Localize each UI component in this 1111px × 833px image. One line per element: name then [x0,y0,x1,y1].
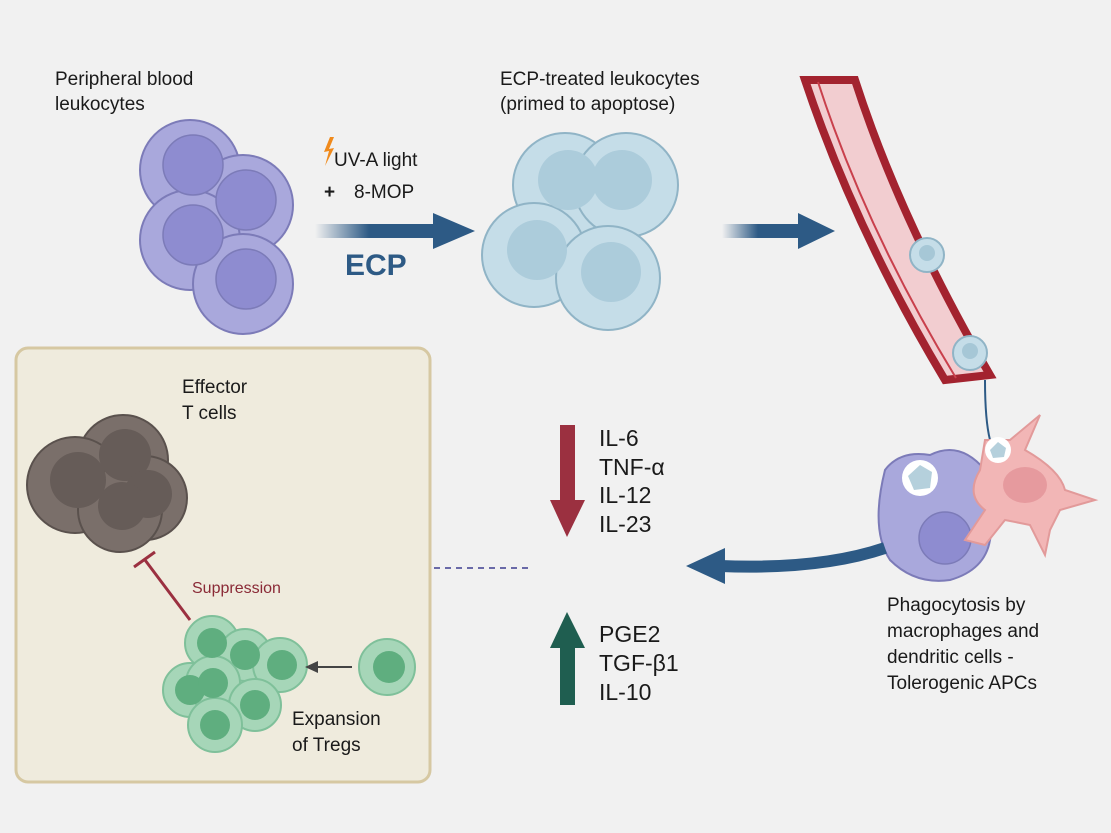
uva-label: UV-A light [334,150,418,171]
down-arrow-icon [550,425,585,537]
effector-label-2: T cells [182,403,237,424]
cytokine-up-2: TGF-β1 [599,650,679,676]
effector-label-1: Effector [182,377,248,398]
treated-label-2: (primed to apoptose) [500,94,675,115]
peripheral-label-2: leukocytes [55,94,145,115]
peripheral-leukocytes-icon [139,119,294,335]
tregs-label-1: Expansion [292,709,381,730]
effector-tcells-icon [26,414,188,553]
cytokine-down-2: TNF-α [599,454,665,480]
to-vessel-arrow [722,213,835,249]
cytokine-up-1: PGE2 [599,621,660,647]
ecp-label: ECP [345,249,407,282]
macrophage-icon [877,449,995,582]
lightning-icon [324,137,334,166]
phago-label-4: Tolerogenic APCs [887,673,1037,694]
plus-label: + [324,182,335,203]
cytokine-down-3: IL-12 [599,482,651,508]
cytokine-down-4: IL-23 [599,511,651,537]
treated-leukocytes-icon [481,132,679,331]
cytokine-up-3: IL-10 [599,679,651,705]
ecp-arrow [315,213,475,249]
blood-vessel-icon [799,76,997,385]
suppression-inhibitor-icon [133,550,192,621]
phago-label-3: dendritic cells - [887,647,1014,668]
phago-label-2: macrophages and [887,621,1039,642]
cytokine-down-1: IL-6 [599,425,639,451]
phago-label-1: Phagocytosis by [887,595,1026,616]
tregs-label-2: of Tregs [292,735,361,756]
tregs-icon [162,615,416,753]
treated-label-1: ECP-treated leukocytes [500,69,700,90]
peripheral-label-1: Peripheral blood [55,69,193,90]
dendritic-cell-icon [963,414,1099,559]
up-arrow-icon [550,612,585,705]
apc-to-tcell-arrow [686,542,887,584]
mop-label: 8-MOP [354,182,414,203]
suppression-label: Suppression [192,580,281,597]
migration-line [984,379,991,441]
